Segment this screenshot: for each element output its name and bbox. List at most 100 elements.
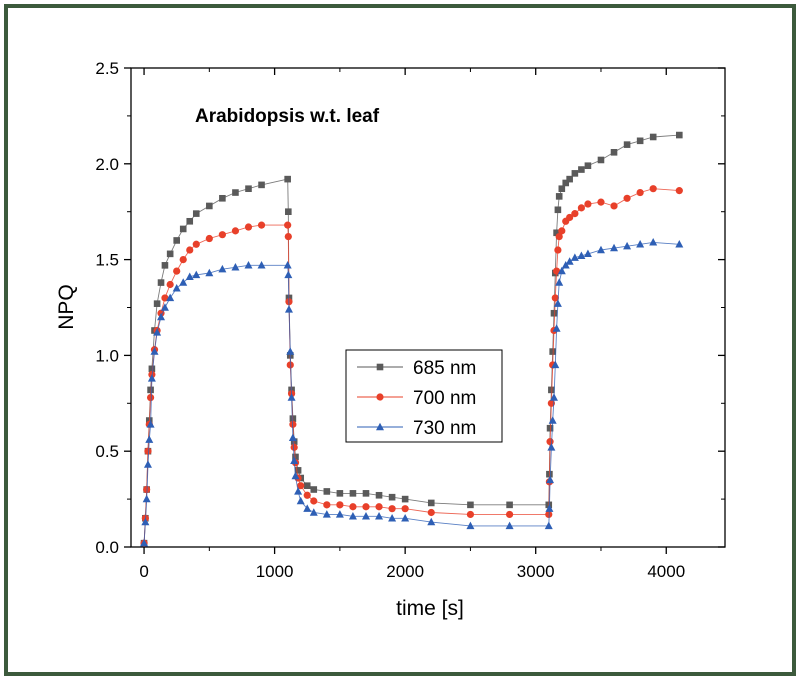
data-point	[546, 424, 554, 432]
y-tick-label: 0.0	[95, 538, 119, 557]
data-point	[166, 293, 175, 302]
data-point	[310, 486, 318, 493]
data-point	[244, 261, 253, 269]
data-point	[179, 256, 187, 264]
data-point	[577, 204, 585, 212]
data-point	[388, 505, 396, 513]
data-point	[284, 305, 293, 313]
data-point	[161, 294, 169, 302]
data-point	[466, 510, 475, 519]
data-point	[548, 386, 555, 394]
y-tick-label: 0.5	[95, 442, 119, 461]
legend-label: 685 nm	[413, 358, 476, 379]
data-point	[553, 229, 560, 237]
data-point	[232, 189, 239, 196]
legend-label: 700 nm	[413, 388, 476, 409]
x-tick-label: 4000	[647, 562, 685, 581]
data-point	[623, 194, 631, 202]
data-point	[610, 149, 618, 156]
data-point	[144, 447, 152, 455]
data-point	[555, 193, 563, 200]
data-point	[505, 521, 514, 530]
data-point	[596, 245, 605, 254]
y-tick-label: 2.5	[95, 59, 119, 78]
data-point	[146, 420, 155, 428]
data-point	[467, 501, 474, 509]
data-point	[153, 300, 161, 307]
data-point	[296, 496, 305, 505]
data-point	[375, 503, 383, 511]
data-point	[636, 137, 644, 145]
data-point	[547, 443, 556, 451]
data-point	[231, 262, 240, 271]
data-point	[545, 504, 554, 512]
data-point	[583, 249, 592, 258]
data-point	[283, 261, 292, 269]
data-point	[179, 225, 187, 233]
data-point	[578, 166, 585, 173]
data-point	[303, 504, 312, 512]
data-point	[550, 309, 558, 317]
data-point	[597, 156, 605, 164]
data-point	[549, 348, 556, 355]
data-point	[218, 264, 227, 273]
data-point	[192, 210, 200, 217]
data-point	[466, 521, 475, 530]
data-point	[577, 251, 586, 259]
data-point	[597, 198, 605, 206]
data-point	[610, 243, 619, 252]
data-point	[552, 267, 561, 275]
data-point	[192, 270, 201, 279]
data-point	[185, 272, 194, 281]
data-point	[288, 433, 297, 441]
series-730-nm	[140, 238, 684, 547]
data-point	[172, 284, 181, 292]
data-point	[348, 512, 357, 520]
series-layer	[140, 131, 684, 547]
x-axis: 0 1000 2000 3000 4000	[139, 68, 685, 581]
data-point	[566, 175, 573, 183]
data-point	[349, 490, 357, 497]
data-point	[349, 503, 357, 511]
data-point	[546, 475, 555, 484]
data-point	[145, 435, 154, 443]
data-point	[323, 488, 331, 495]
data-point	[284, 175, 291, 183]
data-point	[148, 365, 156, 373]
data-point	[544, 521, 553, 530]
data-point	[244, 223, 253, 231]
data-point	[675, 187, 683, 195]
y-tick-label: 2.0	[95, 155, 119, 174]
data-point	[284, 270, 293, 279]
data-point	[205, 234, 213, 243]
data-point	[362, 490, 370, 497]
data-point	[554, 246, 562, 254]
x-tick-label: 3000	[517, 562, 555, 581]
data-point	[294, 487, 303, 495]
data-point	[565, 257, 574, 265]
data-point	[257, 221, 266, 229]
data-point	[218, 231, 226, 239]
data-point	[290, 443, 298, 451]
data-point	[584, 162, 592, 170]
data-point	[571, 210, 579, 218]
legend-label: 730 nm	[413, 418, 476, 439]
data-point	[285, 208, 292, 215]
data-point	[150, 347, 159, 355]
legend-marker	[376, 393, 384, 401]
data-point	[292, 453, 299, 461]
data-point	[401, 505, 409, 513]
data-point	[287, 393, 296, 401]
data-point	[558, 227, 566, 235]
data-point	[297, 482, 305, 490]
data-point	[205, 268, 214, 277]
legend-marker	[376, 422, 384, 431]
data-point	[140, 538, 149, 547]
data-point	[323, 501, 331, 509]
data-point	[141, 517, 150, 526]
data-point	[161, 262, 169, 269]
data-point	[570, 253, 579, 261]
data-point	[192, 240, 200, 248]
data-point	[157, 279, 165, 286]
